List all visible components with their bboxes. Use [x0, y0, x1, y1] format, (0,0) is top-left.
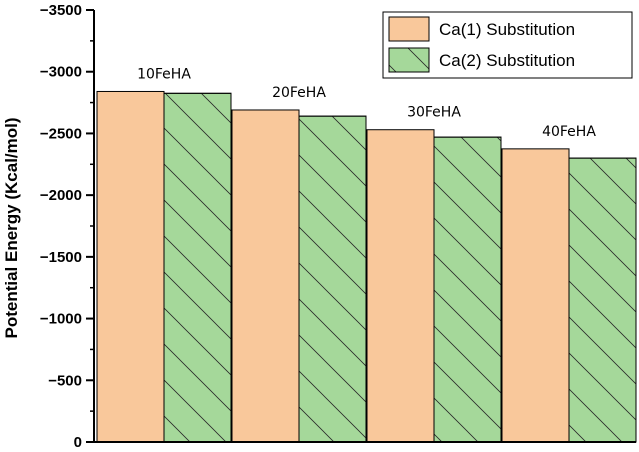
y-tick-label: −500 [48, 372, 82, 389]
category-label-30feha: 30FeHA [407, 105, 461, 121]
category-label-20feha: 20FeHA [272, 85, 326, 101]
legend-swatch-hatch [388, 47, 430, 73]
plot-area: 10FeHA 20FeHA 30FeHA 40FeHA 0 −500 −1000 −1500 −… [40, 2, 637, 451]
y-tick-label: 0 [74, 434, 82, 451]
y-axis-title: Potential Energy (Kcal/mol) [2, 117, 21, 338]
legend-label-2: Ca(2) Substitution [439, 51, 575, 70]
bar-ca1-20feha [231, 109, 300, 443]
category-label-40feha: 40FeHA [542, 124, 596, 140]
bar-hatch-40feha [568, 157, 637, 443]
legend-swatch-1 [388, 16, 430, 42]
y-tick-label: −3000 [40, 64, 82, 81]
bar-hatch-10feha [163, 92, 232, 443]
y-tick-label: −3500 [40, 2, 82, 19]
bar-ca1-30feha [366, 129, 435, 443]
y-tick-label: −2500 [40, 125, 82, 142]
y-tick-label: −1000 [40, 311, 82, 328]
bar-hatch-20feha [298, 115, 367, 443]
bar-ca1-40feha [501, 148, 570, 443]
y-tick-label: −2000 [40, 187, 82, 204]
y-tick-label: −1500 [40, 249, 82, 266]
legend-label-1: Ca(1) Substitution [439, 20, 575, 39]
bar-hatch-30feha [433, 136, 502, 443]
category-label-10feha: 10FeHA [137, 66, 191, 82]
bar-ca1-10feha [96, 90, 165, 443]
